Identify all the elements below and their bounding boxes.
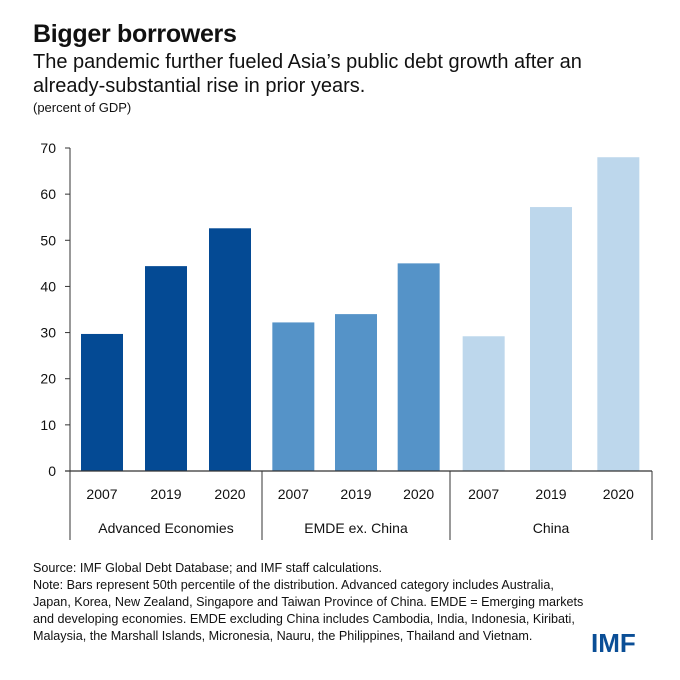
y-tick-label: 10 [40,417,56,433]
bar [209,228,251,471]
group-label: EMDE ex. China [304,520,408,536]
x-tick-label: 2019 [150,486,181,502]
bar [145,266,187,471]
x-tick-label: 2020 [403,486,434,502]
x-tick-label: 2007 [86,486,117,502]
x-tick-label: 2019 [340,486,371,502]
x-tick-label: 2020 [214,486,245,502]
y-tick-label: 40 [40,278,56,294]
y-tick-label: 30 [40,325,56,341]
y-tick-label: 0 [48,463,56,479]
bar [597,157,640,471]
chart-subtitle: The pandemic further fueled Asia’s publi… [33,51,582,97]
unit-label: (percent of GDP) [33,100,132,115]
chart-title: Bigger borrowers [33,20,237,48]
bar [272,322,315,471]
x-tick-label: 2019 [535,486,566,502]
group-label: China [533,520,570,536]
bar [81,333,123,471]
group-label: Advanced Economies [98,520,233,536]
source-text: Source: IMF Global Debt Database; and IM… [33,561,383,575]
imf-logo: IMF [591,628,636,658]
notes: Source: IMF Global Debt Database; and IM… [33,560,593,645]
x-tick-label: 2007 [278,486,309,502]
bar [462,336,505,471]
note-text: Note: Bars represent 50th percentile of … [33,578,584,643]
y-tick-label: 50 [40,232,56,248]
y-tick-label: 60 [40,186,56,202]
x-tick-label: 2007 [468,486,499,502]
bar [335,314,377,471]
bar-chart: 0 10 20 30 40 50 60 70 2007 2019 2020 Advanced Econ… [40,140,653,540]
y-tick-label: 70 [40,140,56,156]
bar [397,263,440,471]
y-tick-label: 20 [40,371,56,387]
x-tick-label: 2020 [603,486,634,502]
bar [530,207,572,471]
